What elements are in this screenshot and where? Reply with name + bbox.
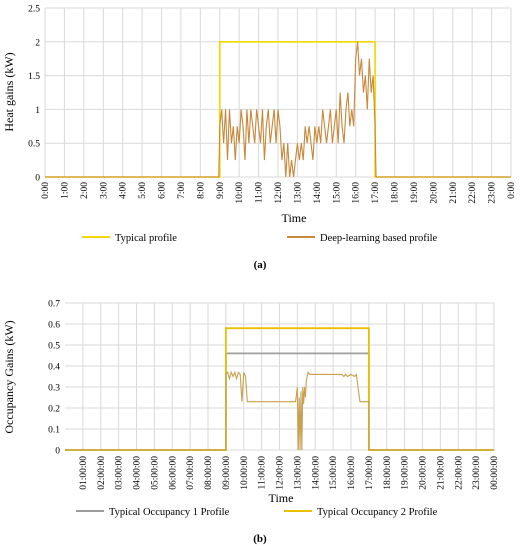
y-tick-label: 0.5 [48,342,60,352]
x-tick-label: 12:00:00 [276,456,286,490]
y-tick-label: 0.7 [48,300,60,310]
series-line [45,41,511,178]
x-tick-label: 07:00:00 [186,456,196,490]
series-a [45,40,511,178]
x-tick-label: 6:00 [158,182,168,199]
x-tick-label: 21:00 [449,182,459,204]
x-tick-label: 06:00:00 [168,456,178,490]
x-tick-label: 04:00:00 [133,456,143,490]
x-tick-label: 20:00:00 [419,456,429,490]
x-tick-labels-b: 01:00:00 02:00:00 03:00:00 04:00:00 05:00:00… [79,456,500,490]
y-tick-label: 0.2 [48,405,60,415]
x-tick-label: 09:00:00 [222,456,232,490]
x-axis-label-b: Time [269,491,294,505]
x-tick-label: 00:00:00 [490,456,500,490]
x-tick-label: 15:00 [332,182,342,204]
x-tick-label: 5:00 [138,182,148,199]
legend-label: Typical Occupancy 2 Profile [317,507,438,518]
x-tick-label: 9:00 [216,182,226,199]
panel-caption-b: (b) [253,533,267,545]
x-tick-label: 8:00 [196,182,206,199]
y-tick-label: 0.4 [48,363,60,373]
x-tick-label: 21:00:00 [436,456,446,490]
gridlines-a [44,7,512,178]
legend-label: Typical Occupancy 1 Profile [109,507,230,518]
x-tick-label: 14:00:00 [311,456,321,490]
y-tick-label: 0.1 [48,426,60,436]
x-tick-label: 0:00 [41,182,51,199]
y-tick-label: 2.5 [28,5,40,15]
x-tick-labels-a: 0:00 1:00 2:00 3:00 4:00 5:00 6:00 7:00 8:00 9:00… [41,182,517,204]
x-tick-label: 16:00 [352,182,362,204]
y-axis-label-a: Heat gains (kW) [2,52,16,131]
x-tick-label: 18:00:00 [383,456,393,490]
series-b [65,327,494,451]
y-tick-label: 0.6 [48,321,60,331]
legend-b: Typical Occupancy 1 Profile Typical Occup… [76,507,438,518]
y-axis-label-b: Occupancy Gains (kW) [2,320,16,433]
x-axis-label-a: Time [282,211,307,225]
y-tick-label: 0 [35,174,40,184]
x-tick-label: 15:00:00 [329,456,339,490]
legend-label: Typical profile [115,233,177,244]
y-tick-label: 2 [35,38,40,48]
x-tick-label: 3:00 [99,182,109,199]
y-tick-labels-b: 0 0.1 0.2 0.3 0.4 0.5 0.6 0.7 [48,300,60,457]
x-tick-label: 11:00:00 [258,456,268,490]
y-tick-label: 0.3 [48,384,60,394]
x-tick-label: 13:00:00 [293,456,303,490]
series-line [65,370,494,451]
x-tick-label: 14:00 [313,182,323,204]
panel-caption-a: (a) [254,259,267,271]
chart-panel-a: 0 0.5 1 1.5 2 2.5 0:00 1:00 2:00 3:00 4:00 5:00 6:0… [2,5,517,272]
x-tick-label: 05:00:00 [150,456,160,490]
x-tick-label: 22:00:00 [454,456,464,490]
x-tick-label: 7:00 [177,182,187,199]
x-tick-label: 23:00 [488,182,498,204]
gridlines-b [65,302,495,451]
x-tick-label: 02:00:00 [97,456,107,490]
x-tick-label: 12:00 [274,182,284,204]
x-tick-label: 2:00 [80,182,90,199]
y-tick-label: 1 [35,106,40,116]
x-tick-label: 11:00 [255,182,265,204]
y-tick-label: 0.5 [28,140,40,150]
x-tick-label: 10:00:00 [240,456,250,490]
x-tick-label: 16:00:00 [347,456,357,490]
legend-a: Typical profile Deep-learning based profi… [82,233,438,244]
y-tick-label: 0 [55,447,60,457]
x-tick-label: 19:00:00 [401,456,411,490]
x-tick-label: 01:00:00 [79,456,89,490]
x-tick-label: 23:00:00 [472,456,482,490]
x-tick-label: 10:00 [235,182,245,204]
x-tick-label: 08:00:00 [204,456,214,490]
x-tick-label: 19:00 [410,182,420,204]
x-tick-label: 03:00:00 [115,456,125,490]
x-tick-label: 18:00 [391,182,401,204]
x-tick-label: 17:00:00 [365,456,375,490]
x-tick-label: 1:00 [60,182,70,199]
x-tick-label: 22:00 [468,182,478,204]
x-tick-label: 17:00 [371,182,381,204]
x-tick-label: 4:00 [119,182,129,199]
x-tick-label: 20:00 [429,182,439,204]
x-tick-label: 0:00 [507,182,517,199]
y-tick-label: 1.5 [28,72,40,82]
y-tick-labels-a: 0 0.5 1 1.5 2 2.5 [28,5,40,184]
chart-panel-b: 00.10.20.30.40.50.60.7 01:00:00 02:00:00 0… [2,300,500,546]
legend-label: Deep-learning based profile [320,233,438,244]
x-tick-label: 13:00 [293,182,303,204]
